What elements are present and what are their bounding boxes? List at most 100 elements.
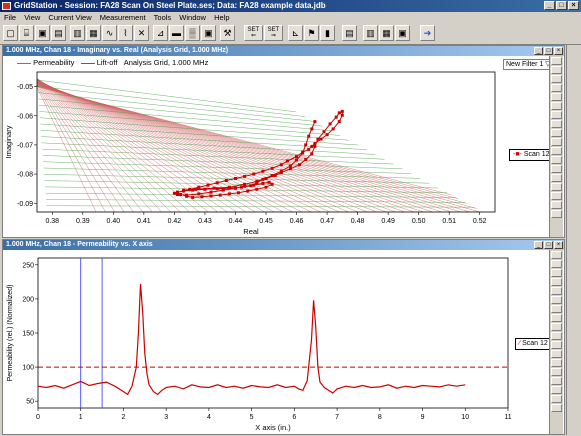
tool-button[interactable]: [551, 395, 562, 403]
tool-button[interactable]: [551, 93, 562, 101]
grid-icon[interactable]: ▒: [185, 25, 200, 41]
doc-icon[interactable]: ▤: [51, 25, 66, 41]
set-right-button[interactable]: SET ⇒: [264, 25, 283, 41]
tool-button[interactable]: [551, 377, 562, 385]
print-icon[interactable]: ▦: [86, 25, 101, 41]
imaginary-real-chart[interactable]: 0.38 0.39 0.40 0.41 0.42 0.43 0.44 0.45 0.46 0.47…: [3, 68, 508, 238]
y-axis-label: Imaginary: [4, 125, 13, 158]
tools-icon[interactable]: ⚒: [220, 25, 235, 41]
grid-permeability-line: [44, 174, 440, 184]
window-title: GridStation - Session: FA28 Scan On Stee…: [14, 1, 326, 10]
tool-button[interactable]: [551, 386, 562, 394]
tool-button[interactable]: [551, 323, 562, 331]
tool-button[interactable]: [551, 269, 562, 277]
tool-button[interactable]: [551, 201, 562, 209]
main-scrollbar[interactable]: [566, 45, 581, 435]
analysis-icon[interactable]: ⊾: [288, 25, 303, 41]
filter-dropdown[interactable]: New Filter 1 ▽: [503, 59, 554, 70]
tool-button[interactable]: [551, 66, 562, 74]
y-tick-label: -0.06: [17, 113, 33, 120]
y-tick-label: 150: [22, 331, 34, 338]
report-icon[interactable]: ▤: [342, 25, 357, 41]
grid-permeability-line: [46, 199, 478, 203]
tool-button[interactable]: [551, 296, 562, 304]
tool-button[interactable]: [551, 138, 562, 146]
tool-button[interactable]: [551, 102, 562, 110]
open-icon[interactable]: ⌸: [19, 25, 34, 41]
menu-file[interactable]: File: [4, 13, 17, 22]
tool-button[interactable]: [551, 251, 562, 259]
view-icon[interactable]: ▣: [201, 25, 216, 41]
tool-button[interactable]: [551, 57, 562, 65]
permeability-chart[interactable]: 0 1 2 3 4 5 6 7 8 9 10 11 50 100 150 200 250 X axis (in.)…: [3, 250, 518, 435]
filter-icon: ▽: [545, 61, 551, 68]
tool-button[interactable]: [551, 192, 562, 200]
color-icon[interactable]: ▬: [169, 25, 184, 41]
tool-button[interactable]: [551, 120, 562, 128]
menu-help[interactable]: Help: [214, 13, 230, 22]
tool-button[interactable]: [551, 111, 562, 119]
chart-icon[interactable]: ∿: [102, 25, 117, 41]
tool-button[interactable]: [551, 156, 562, 164]
tool-button[interactable]: [551, 147, 562, 155]
x-tick-label: 0.50: [412, 218, 426, 225]
tool-button[interactable]: [551, 84, 562, 92]
pane-maximize-button[interactable]: □: [544, 241, 553, 249]
plot-icon[interactable]: ⌇: [118, 25, 133, 41]
menu-tools[interactable]: Tools: [153, 13, 172, 22]
pane-close-button[interactable]: ×: [554, 241, 563, 249]
save-icon[interactable]: ▣: [35, 25, 50, 41]
pane-close-button[interactable]: ×: [554, 47, 563, 55]
x-axis-label: Real: [243, 227, 259, 236]
tool-button[interactable]: [551, 174, 562, 182]
tool-button[interactable]: [551, 129, 562, 137]
data-point: [313, 120, 317, 124]
tool-button[interactable]: [551, 332, 562, 340]
scan-trace-group: [172, 109, 344, 199]
delete-icon[interactable]: ✕: [134, 25, 149, 41]
tool-button[interactable]: [551, 210, 562, 218]
new-icon[interactable]: ▢: [3, 25, 18, 41]
tool-button[interactable]: [551, 359, 562, 367]
tool-button[interactable]: [551, 75, 562, 83]
tool-button[interactable]: [551, 350, 562, 358]
grid-liftoff-line: [37, 80, 322, 212]
tool-button[interactable]: [551, 165, 562, 173]
pane-maximize-button[interactable]: □: [544, 47, 553, 55]
tool-button[interactable]: [551, 314, 562, 322]
folder-icon[interactable]: ▥: [70, 25, 85, 41]
maximize-button[interactable]: □: [556, 1, 567, 10]
y-tick-label: -0.09: [17, 201, 33, 208]
chart-bar-icon[interactable]: ▮: [320, 25, 335, 41]
tool-button[interactable]: [551, 341, 562, 349]
tool-button[interactable]: [551, 305, 562, 313]
pane-minimize-button[interactable]: _: [534, 47, 543, 55]
data-point: [252, 172, 256, 176]
menu-current-view[interactable]: Current View: [48, 13, 92, 22]
data-point: [316, 137, 320, 141]
stamp-icon[interactable]: ⚑: [304, 25, 319, 41]
hist-icon[interactable]: ▥: [363, 25, 378, 41]
menu-view[interactable]: View: [24, 13, 41, 22]
x-tick-label: 4: [207, 414, 211, 421]
grid-liftoff-line: [37, 78, 265, 212]
graph-icon[interactable]: ⊿: [153, 25, 168, 41]
data-point: [255, 187, 259, 191]
x-tick-label: 0.39: [76, 218, 90, 225]
tool-button[interactable]: [551, 183, 562, 191]
tool-button[interactable]: [551, 287, 562, 295]
tool-button[interactable]: [551, 404, 562, 412]
layout-icon[interactable]: ▦: [379, 25, 394, 41]
minimize-button[interactable]: _: [544, 1, 555, 10]
menu-measurement[interactable]: Measurement: [99, 13, 146, 22]
window-icon[interactable]: ▣: [395, 25, 410, 41]
set-left-button[interactable]: SET ⇐: [244, 25, 263, 41]
tool-button[interactable]: [551, 278, 562, 286]
arrow-right-icon[interactable]: ➔: [420, 25, 435, 41]
tool-button[interactable]: [551, 368, 562, 376]
close-button[interactable]: ×: [568, 1, 579, 10]
menu-window[interactable]: Window: [179, 13, 206, 22]
tool-button[interactable]: [551, 260, 562, 268]
data-point: [261, 177, 265, 181]
pane-minimize-button[interactable]: _: [534, 241, 543, 249]
